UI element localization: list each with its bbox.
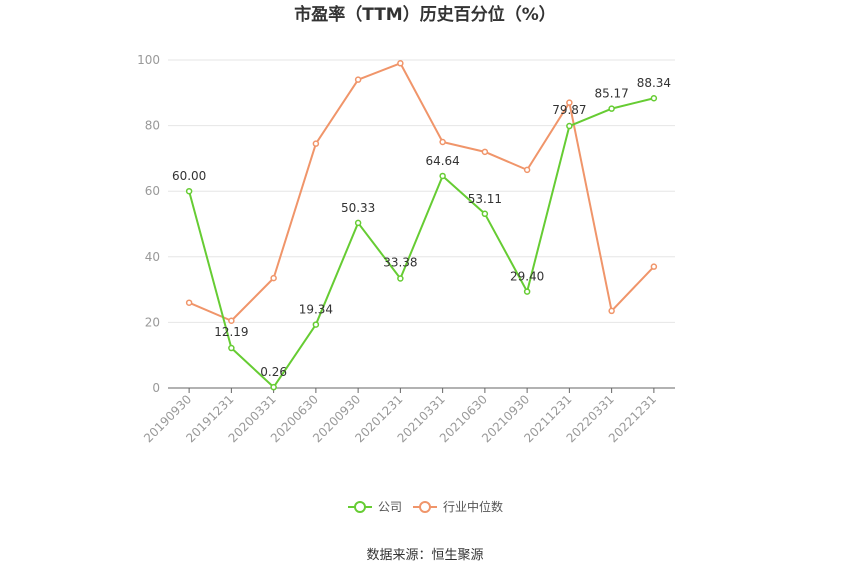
series-layer (185, 60, 658, 391)
x-axis: 2019093020191231202003312020063020200930… (141, 387, 675, 445)
data-label-company: 29.40 (510, 270, 544, 284)
grid (168, 59, 675, 323)
point-company[interactable] (523, 288, 531, 295)
point-company[interactable] (566, 122, 573, 130)
point-industry-median[interactable] (228, 317, 235, 325)
data-label-company: 53.11 (468, 192, 502, 206)
point-company[interactable] (228, 344, 235, 352)
point-industry-median[interactable] (523, 166, 531, 174)
y-tick-label: 20 (145, 315, 160, 329)
data-label-company: 0.26 (260, 365, 287, 379)
y-tick-label: 60 (145, 184, 160, 198)
data-label-company: 33.38 (383, 256, 417, 270)
y-tick-label: 40 (145, 250, 160, 264)
point-industry-median[interactable] (566, 99, 573, 106)
data-label-company: 19.34 (299, 303, 333, 317)
legend-label-industry-median: 行业中位数 (443, 499, 503, 514)
point-industry-median[interactable] (650, 263, 658, 270)
data-label-company: 12.19 (214, 325, 248, 339)
data-label-company: 64.64 (425, 154, 459, 168)
data-label-company: 85.17 (594, 87, 628, 101)
point-industry-median[interactable] (481, 148, 489, 156)
point-company[interactable] (608, 105, 615, 112)
point-company[interactable] (439, 172, 446, 180)
series-line-industry-median (188, 62, 655, 322)
point-industry-median[interactable] (608, 307, 615, 315)
point-company[interactable] (481, 210, 489, 218)
point-company[interactable] (354, 219, 362, 227)
legend: 公司 行业中位数 (348, 499, 503, 514)
data-label-company: 60.00 (172, 169, 206, 183)
data-label-company: 79.87 (552, 103, 586, 117)
point-industry-median[interactable] (312, 140, 320, 147)
y-tick-label: 0 (152, 381, 160, 395)
point-company[interactable] (397, 275, 404, 282)
data-label-company: 50.33 (341, 201, 375, 215)
chart-title: 市盈率（TTM）历史百分位（%） (294, 4, 556, 25)
point-industry-median[interactable] (185, 299, 193, 306)
y-tick-label: 80 (145, 119, 160, 133)
legend-item-industry-median[interactable]: 行业中位数 (413, 499, 503, 514)
point-company[interactable] (270, 383, 277, 391)
point-industry-median[interactable] (354, 76, 362, 83)
point-industry-median[interactable] (439, 138, 446, 146)
point-company[interactable] (650, 94, 658, 102)
point-company[interactable] (312, 321, 320, 328)
y-tick-label: 100 (137, 53, 160, 67)
series-line-company (188, 97, 655, 389)
point-industry-median[interactable] (270, 274, 277, 282)
y-axis: 0 20 40 60 80 100 (137, 53, 160, 395)
data-label-company: 88.34 (637, 76, 671, 90)
point-industry-median[interactable] (397, 60, 404, 67)
data-source: 数据来源：恒生聚源 (366, 548, 483, 563)
data-labels: 60.00 12.19 0.26 19.34 50.33 33.38 64.64 53.11 2… (172, 76, 671, 379)
legend-label-company: 公司 (378, 500, 402, 514)
legend-item-company[interactable]: 公司 (348, 500, 402, 514)
point-company[interactable] (185, 187, 193, 195)
